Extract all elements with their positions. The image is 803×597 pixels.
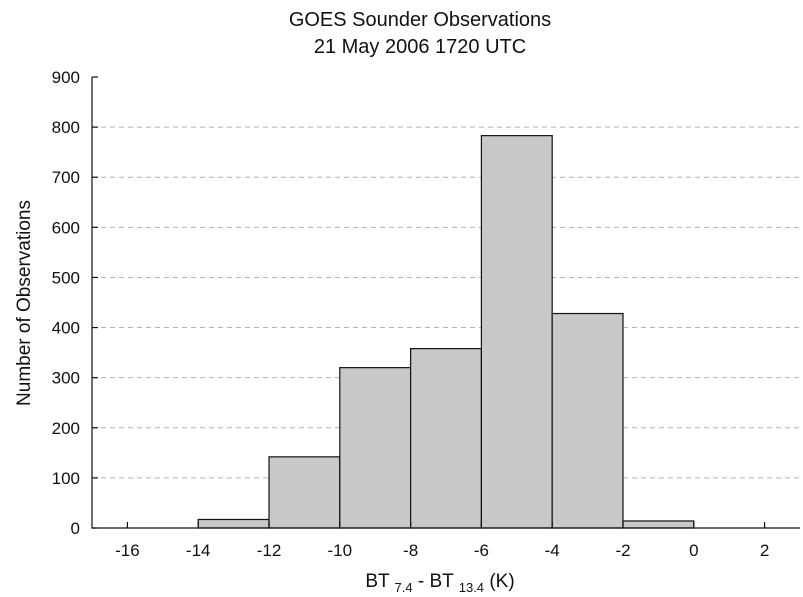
x-axis-title-subscript-1: 7.4: [395, 580, 413, 595]
y-tick-label-4: 400: [52, 319, 80, 338]
y-tick-label-1: 100: [52, 469, 80, 488]
y-axis-title: Number of Observations: [14, 200, 35, 406]
x-tick-label-4: -8: [403, 541, 418, 560]
histogram-bar-2: [339, 367, 412, 529]
x-tick-label-3: -10: [328, 541, 353, 560]
chart-title-line-1: GOES Sounder Observations: [289, 9, 551, 31]
x-axis-title-part-3: (K): [484, 571, 515, 592]
x-tick-label-2: -12: [257, 541, 282, 560]
axes: [91, 76, 800, 529]
x-axis-title-subscript-2: 13.4: [459, 580, 484, 595]
histogram-bars: [197, 135, 695, 529]
y-tick-label-3: 300: [52, 369, 80, 388]
x-tick-label-6: -4: [545, 541, 560, 560]
x-axis-title-part-1: BT: [365, 571, 394, 592]
x-tick-label-0: -16: [115, 541, 140, 560]
y-tick-label-6: 600: [52, 218, 80, 237]
y-tick-label-0: 0: [71, 519, 80, 538]
histogram-bar-6: [622, 520, 695, 529]
y-tick-label-8: 800: [52, 118, 80, 137]
histogram-bar-4: [480, 135, 553, 529]
chart-title-line-2: 21 May 2006 1720 UTC: [314, 36, 526, 58]
x-tick-label-7: -2: [615, 541, 630, 560]
x-tick-label-5: -6: [474, 541, 489, 560]
y-tick-label-7: 700: [52, 168, 80, 187]
x-axis-title: BT 7.4 - BT 13.4 (K): [365, 571, 514, 595]
histogram-bar-3: [410, 348, 483, 529]
x-tick-label-9: 2: [760, 541, 769, 560]
x-tick-label-1: -14: [186, 541, 211, 560]
y-tick-label-5: 500: [52, 268, 80, 287]
histogram-bar-5: [551, 312, 624, 529]
x-tick-label-8: 0: [689, 541, 698, 560]
histogram-bar-1: [268, 456, 341, 529]
tick-labels: 0 100 200 300 400 500 600 700 800 900 -16 -14 -12 -10…: [52, 68, 770, 560]
y-tick-label-9: 900: [52, 68, 80, 87]
x-axis-title-part-2: - BT: [413, 571, 459, 592]
y-tick-label-2: 200: [52, 419, 80, 438]
histogram-bar-0: [197, 518, 270, 529]
